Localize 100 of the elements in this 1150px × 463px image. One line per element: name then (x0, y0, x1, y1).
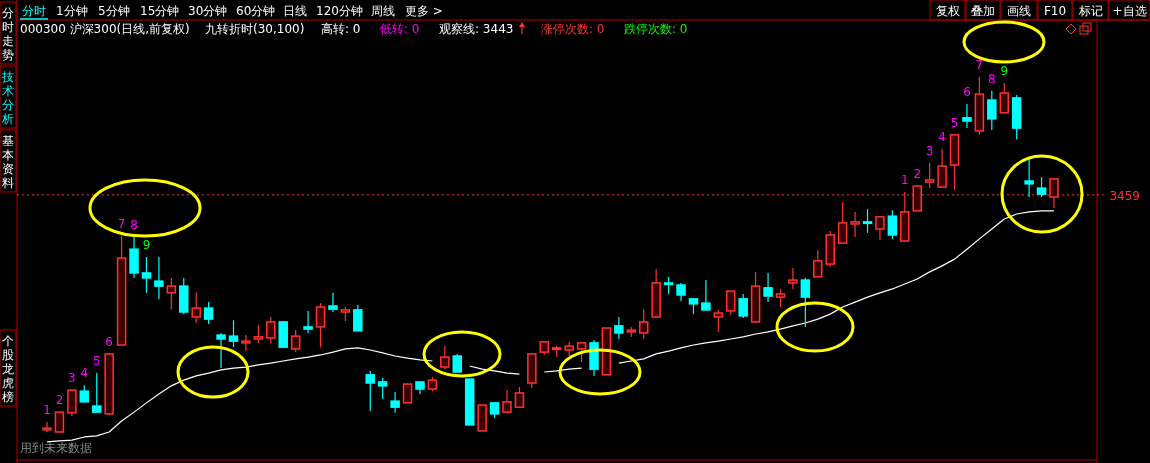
candlestick (775, 288, 786, 308)
text: 5 (92, 354, 101, 369)
candlestick (91, 372, 102, 413)
candlestick (166, 277, 177, 310)
candlestick (937, 148, 947, 188)
candlestick (638, 308, 649, 340)
candlestick (129, 236, 139, 279)
text: 画线 (1007, 4, 1031, 18)
candlestick (887, 209, 898, 240)
candlestick (452, 353, 463, 373)
text: 6 (105, 334, 113, 349)
candlestick (440, 345, 450, 370)
text: 30分钟 (188, 4, 228, 18)
text: F10 (1043, 4, 1067, 18)
candlestick (788, 267, 798, 290)
text: 4 (80, 366, 89, 381)
text: 更多 > (405, 4, 443, 18)
candlestick (390, 391, 400, 414)
candlestick (502, 389, 512, 413)
text: 7 (975, 58, 984, 72)
candlestick (862, 208, 873, 234)
candlestick (514, 386, 525, 408)
candlestick (266, 316, 276, 344)
candlestick (564, 341, 574, 357)
candlestick (999, 82, 1010, 114)
text: 日线 (283, 4, 307, 18)
candlestick (813, 249, 823, 278)
candlestick (1036, 176, 1047, 198)
text: 120分钟 (316, 4, 363, 18)
text: 标记 (1077, 4, 1103, 18)
text: 高转: 0 (321, 22, 361, 36)
text: 观察线: 3443 (439, 22, 514, 36)
text: 3 (925, 143, 934, 158)
text: 基本资料 (2, 134, 14, 190)
candlestick (962, 103, 972, 129)
chart-title: 000300 沪深300(日线,前复权) (20, 22, 190, 36)
text: 个股龙虎榜 (2, 334, 14, 404)
candlestick (241, 334, 251, 352)
candlestick (837, 201, 848, 244)
text: 叠加 (971, 4, 995, 18)
text: 低转: 0 (380, 22, 420, 36)
text: 60分钟 (236, 4, 276, 18)
text: 跌停次数: 0 (624, 22, 688, 36)
candlestick (402, 382, 413, 404)
candlestick (875, 216, 885, 241)
text: 9 (1000, 64, 1009, 79)
candlestick (576, 342, 587, 363)
text: 5分钟 (98, 4, 130, 18)
text: 3459 (1109, 188, 1140, 203)
candlestick (67, 389, 77, 417)
text: 9 (142, 237, 151, 252)
candlestick (763, 272, 773, 303)
candlestick (924, 162, 935, 189)
text: 8 (130, 218, 138, 233)
candlestick (726, 290, 736, 316)
candlestick (987, 90, 997, 131)
candlestick (738, 293, 748, 319)
candlestick (216, 332, 226, 369)
candlestick (850, 211, 860, 238)
text: 15分钟 (140, 4, 180, 18)
text: 技术分析 (1, 70, 14, 126)
candlestick (713, 309, 724, 333)
candlestick (203, 301, 214, 325)
text: 涨停次数: 0 (541, 22, 605, 36)
candlestick (365, 370, 375, 412)
text: 用到未来数据 (20, 441, 92, 455)
chart-subtitle: 九转折时(30,100) (205, 22, 305, 36)
candlestick (800, 277, 811, 328)
candlestick (377, 377, 388, 400)
text: 6 (963, 84, 971, 99)
text: 周线 (371, 4, 395, 18)
candlestick (701, 279, 711, 312)
candlestick (154, 256, 164, 300)
candlestick (676, 282, 686, 302)
text: 4 (938, 130, 946, 145)
text: 1 (43, 403, 51, 418)
text: 1 (900, 173, 909, 188)
candlestick (290, 329, 301, 353)
text: 2 (55, 393, 64, 408)
text: 7 (117, 217, 126, 232)
text: +自选 (1112, 4, 1147, 18)
candlestick (42, 421, 52, 433)
candlestick (328, 292, 338, 313)
candlestick (614, 316, 624, 340)
candlestick (191, 291, 201, 324)
candlestick (1024, 158, 1034, 198)
text: 分时 (22, 4, 46, 18)
text: 2 (913, 166, 922, 181)
candlestick (303, 310, 313, 334)
candlestick (141, 256, 152, 294)
candlestick (228, 319, 239, 348)
text: 5 (950, 115, 959, 130)
candlestick (54, 411, 65, 433)
text: 1分钟 (56, 4, 88, 18)
text: 分时走势 (2, 6, 14, 62)
candlestick (353, 304, 363, 332)
text: 8 (988, 71, 996, 86)
text: 复权 (935, 4, 960, 18)
text: 3 (68, 371, 76, 386)
candlestick (315, 302, 326, 348)
